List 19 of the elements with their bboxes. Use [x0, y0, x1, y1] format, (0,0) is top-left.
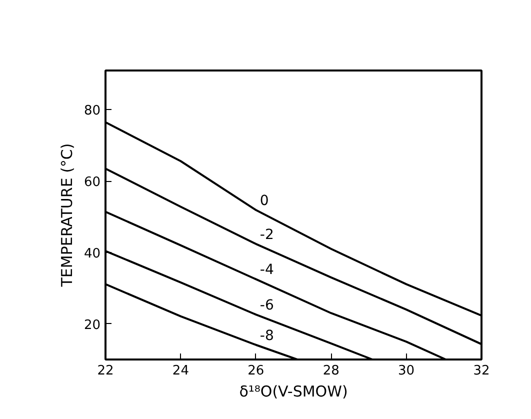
x-tick-label: 28 [322, 364, 340, 378]
x-tick-label: 30 [398, 364, 415, 378]
series-label: -4 [260, 262, 274, 278]
series-label: -2 [260, 226, 274, 243]
x-tick-label: 26 [248, 364, 264, 378]
y-tick-label: 40 [84, 246, 101, 262]
x-tick-label: 32 [473, 364, 490, 378]
series-label: -6 [260, 298, 274, 314]
y-axis-title: TEMPERATURE (°C) [58, 143, 76, 288]
line-series [106, 283, 298, 360]
series-label: 0 [260, 193, 269, 210]
y-tick-label: 20 [84, 318, 101, 333]
y-tick-label: 60 [84, 175, 101, 190]
x-tick-label: 24 [172, 364, 189, 378]
series-label: -8 [260, 328, 274, 344]
line-series [106, 210, 447, 360]
x-tick-label: 22 [97, 364, 114, 378]
y-tick-label: 80 [84, 104, 101, 119]
x-axis-title: δ¹⁸O(V-SMOW) [239, 382, 348, 400]
